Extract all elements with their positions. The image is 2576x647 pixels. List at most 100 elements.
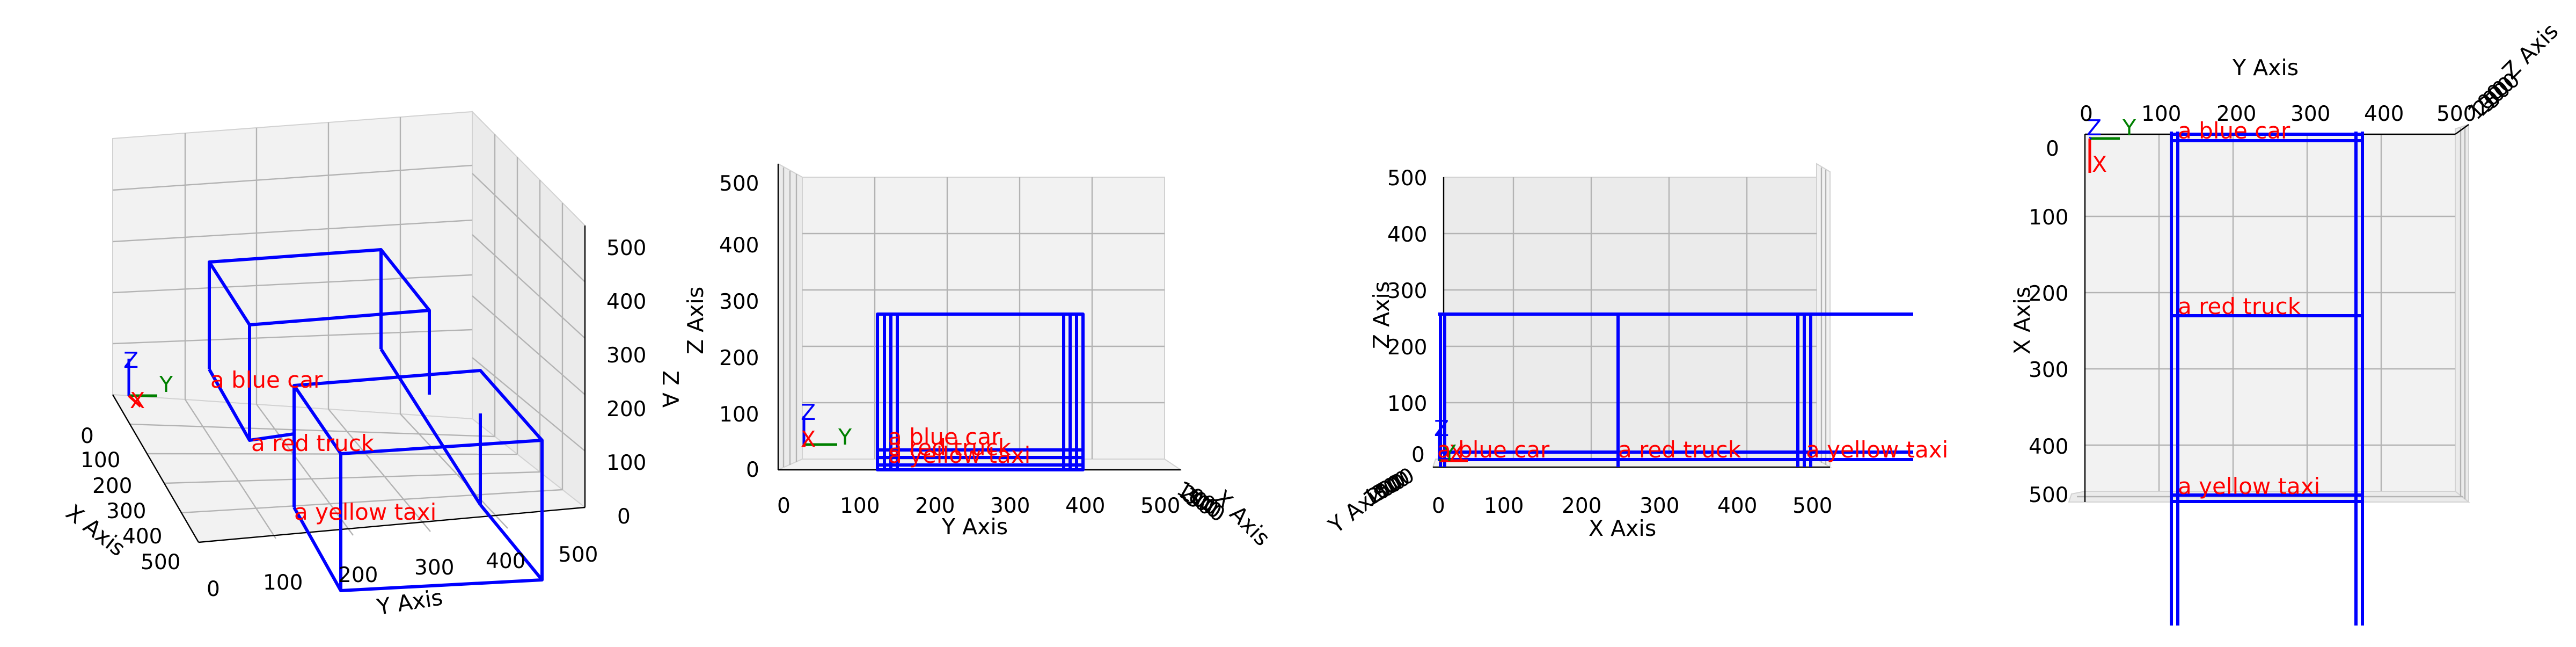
z-ticks: 0 100 200 300 400 500	[606, 236, 646, 529]
plot-stroke	[472, 173, 586, 282]
x-ticks: 0 100 200 300 400 500	[2029, 137, 2068, 507]
y-ticks: 0 100 200 300 400 500	[777, 494, 1180, 518]
tick-label: 400	[2029, 435, 2068, 459]
tick-label: 100	[840, 494, 880, 518]
plot-stroke	[472, 295, 586, 395]
tick-label: 300	[1387, 279, 1427, 303]
label-blue-car: a blue car	[1437, 437, 1550, 463]
tick-label: 300	[719, 290, 759, 314]
label-red-truck: a red truck	[1618, 437, 1741, 463]
tick-label: 0	[1432, 494, 1445, 518]
tick-label: Z	[2087, 115, 2102, 141]
tick-label: 400	[122, 525, 162, 549]
tick-label: 0	[617, 505, 631, 529]
tick-label: 500	[1387, 166, 1427, 191]
tick-label: 200	[2216, 102, 2256, 126]
tick-label: 500	[606, 236, 646, 260]
tick-label: 400	[486, 549, 525, 573]
tick-label: 0	[746, 458, 759, 482]
tick-label: 400	[1387, 223, 1427, 247]
plot-stroke	[256, 404, 354, 536]
x-axis-label: X Axis	[2009, 287, 2035, 354]
z-axis-label: Z Axis	[1368, 281, 1394, 349]
z-ticks: 0 100 200 300 400 500	[1387, 166, 1427, 467]
tick-label: Y	[1442, 440, 1457, 466]
object-boxes	[208, 248, 544, 592]
z-ticks: 0 100 200 300 400 500	[719, 172, 759, 482]
tick-label: 0	[2080, 102, 2093, 126]
tick-label: 0	[1411, 443, 1425, 467]
tick-label: 0	[2046, 137, 2059, 161]
tick-label: 300	[1640, 494, 1679, 518]
tick-label: 400	[1065, 494, 1105, 518]
tick-label: 400	[1717, 494, 1757, 518]
tick-label: X	[1449, 440, 1464, 466]
tick-label: 200	[915, 494, 955, 518]
tick-label: 500	[1140, 494, 1180, 518]
plot-stroke	[472, 357, 586, 452]
object-boxes	[1438, 312, 1913, 467]
grid-right	[472, 134, 586, 490]
x-ticks: 0 100 200 300 400 500	[80, 424, 180, 575]
tick-label: 200	[2029, 282, 2068, 306]
tick-label: 100	[2141, 102, 2181, 126]
tick-label: 300	[606, 344, 646, 368]
tick-label: 0	[80, 424, 94, 448]
panel-side: Z X Y a blue car a red truck a yellow ta…	[1323, 163, 1948, 541]
panel-perspective: Z Y X a blue car a red truck a yellow ta…	[61, 110, 683, 620]
tick-label: 200	[338, 563, 378, 587]
tick-label: 100	[1484, 494, 1524, 518]
x-ticks: 0 100 200 300 400 500	[1432, 494, 1832, 518]
y-axis-label: Y Axis	[2232, 55, 2299, 81]
y-axis-label: Y Axis	[1323, 477, 1392, 539]
plot-stroke	[2089, 136, 2092, 140]
tick-label: 300	[2029, 358, 2068, 382]
frame-axes: Z Y X	[801, 399, 852, 452]
tick-label: 500	[719, 172, 759, 196]
tick-label: 500	[1792, 494, 1832, 518]
tick-label: 200	[719, 346, 759, 370]
tick-label: Z	[1434, 416, 1449, 441]
tick-label: 300	[2290, 102, 2330, 126]
label-yellow-taxi: a yellow taxi	[294, 499, 436, 525]
plot-stroke	[112, 219, 473, 243]
plot-stroke	[112, 164, 473, 191]
tick-label: 300	[106, 499, 146, 524]
back-pane	[1443, 177, 1817, 460]
plot-stroke	[400, 413, 508, 529]
object-boxes	[876, 312, 1085, 471]
plot-stroke	[292, 369, 544, 455]
panel-front: Z Y X a blue car a red truck a yellow ta…	[683, 163, 1275, 551]
tick-label: Z	[801, 399, 816, 425]
plot-stroke	[292, 504, 544, 592]
plot-stroke	[802, 444, 807, 448]
plot-stroke	[379, 348, 482, 506]
frame-x-label: X	[130, 388, 145, 413]
tick-label: 100	[80, 448, 120, 472]
plot-stroke	[1438, 459, 1441, 462]
z-axis-label: Z Axis	[2497, 18, 2563, 84]
plot-stroke	[208, 368, 295, 442]
label-red-truck: a red truck	[888, 434, 1012, 461]
tick-label: 200	[92, 474, 132, 498]
tick-label: 500	[2436, 102, 2476, 126]
tick-label: 500	[141, 550, 180, 575]
tick-label: 100	[719, 403, 759, 427]
tick-label: X	[2092, 151, 2107, 177]
tick-label: Y	[838, 424, 852, 450]
label-blue-car: a blue car	[2178, 118, 2290, 144]
right-pane	[2455, 123, 2469, 504]
label-red-truck: a red truck	[251, 430, 375, 456]
frame-axes: Z Y X	[123, 347, 173, 413]
tick-label: 100	[606, 451, 646, 475]
plot-stroke	[112, 274, 473, 294]
y-axis-line	[198, 506, 586, 543]
object-boxes	[2170, 132, 2364, 626]
back-pane	[802, 177, 1165, 460]
grid	[782, 168, 1165, 467]
frame-y-label: Y	[159, 372, 173, 397]
tick-label: Y	[2122, 115, 2136, 141]
label-yellow-taxi: a yellow taxi	[2178, 473, 2320, 499]
plot-stroke	[876, 312, 1085, 471]
tick-label: 200	[1387, 336, 1427, 360]
